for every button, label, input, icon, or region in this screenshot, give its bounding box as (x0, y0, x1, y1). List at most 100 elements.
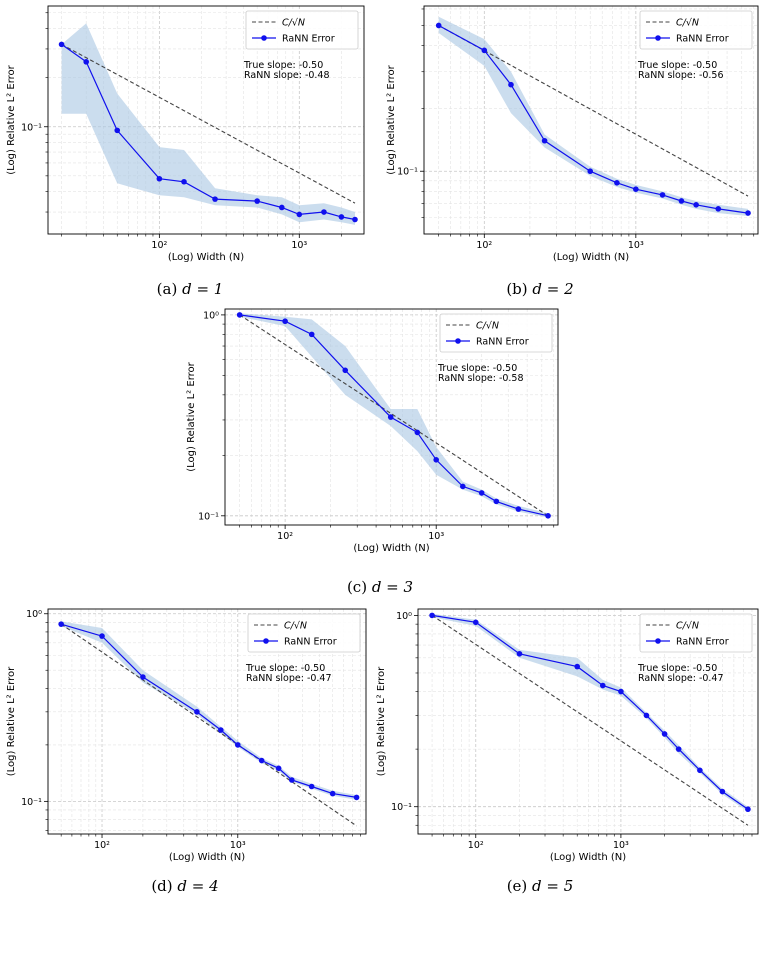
x-axis-label-b: (Log) Width (N) (553, 252, 629, 263)
y-axis-label-c: (Log) Relative L² Error (186, 361, 197, 471)
rann-point-c (387, 414, 394, 420)
rann-point-a (352, 216, 358, 223)
legend-label-rann-b: RaNN Error (676, 34, 729, 45)
rann-point-b (715, 206, 722, 212)
rann-point-b (614, 180, 620, 186)
slope-annotation-a: RaNN slope: -0.48 (244, 70, 330, 81)
error-band-a (61, 23, 355, 225)
rann-point-a (58, 41, 65, 48)
x-axis-label-e: (Log) Width (N) (550, 852, 626, 863)
cropped-text-line (0, 938, 760, 954)
caption-d-prefix: (d) (151, 877, 178, 895)
rann-point-e (661, 731, 668, 737)
caption-e-math: d = 5 (532, 877, 574, 895)
rann-point-c (342, 367, 349, 374)
rann-point-d (218, 727, 224, 733)
rann-point-e (719, 788, 726, 795)
caption-c-math: d = 3 (371, 578, 414, 596)
x-tick-label-c: 10³ (428, 531, 444, 542)
x-tick-label-b: 10³ (628, 240, 644, 251)
slope-annotation-d: True slope: -0.50 (245, 663, 325, 674)
y-tick-label-e: 10⁻¹ (391, 802, 412, 813)
legend-box-a (245, 10, 359, 50)
rann-point-e (697, 767, 703, 774)
reference-line-e (431, 614, 749, 826)
y-tick-label-c: 10⁻¹ (198, 511, 219, 522)
grid-c (225, 309, 558, 525)
legend-label-ref-e: C/√N (676, 621, 699, 632)
error-band-b (438, 16, 748, 216)
legend-rann-marker-c (455, 338, 461, 344)
rann-point-a (83, 59, 90, 65)
rann-point-d (275, 765, 282, 772)
caption-b: (b) d = 2 (480, 280, 600, 298)
rann-point-a (212, 196, 218, 202)
chart-d: 10² 10³ 10⁰ 10⁻¹ (Log) Width (N) (Log) Relati… (6, 608, 367, 863)
rann-point-c (515, 506, 522, 512)
caption-b-prefix: (b) (506, 280, 533, 298)
x-axis-label-c: (Log) Width (N) (353, 543, 429, 554)
slope-annotation-c: RaNN slope: -0.58 (438, 373, 524, 384)
x-axis-label-d: (Log) Width (N) (169, 852, 245, 863)
rann-point-c (433, 457, 440, 463)
rann-line-e (432, 614, 749, 810)
y-axis-label-a: (Log) Relative L² Error (6, 64, 17, 174)
caption-d-math: d = 4 (177, 877, 219, 895)
chart-panel-c: 10² 10³ 10⁰ 10⁻¹ (Log) Width (N) (Log) Relati… (180, 303, 560, 571)
chart-e: 10² 10³ 10⁰ 10⁻¹ (Log) Width (N) (Log) Relati… (376, 608, 759, 863)
rann-point-e (574, 663, 581, 670)
chart-panel-d: 10² 10³ 10⁰ 10⁻¹ (Log) Width (N) (Log) Relati… (0, 600, 370, 863)
y-tick-label-d: 10⁻¹ (21, 797, 42, 808)
x-tick-label-d: 10² (94, 840, 110, 851)
x-tick-label-b: 10² (476, 240, 492, 251)
rann-line-a (61, 43, 356, 221)
rann-point-b (745, 210, 751, 216)
rann-point-b (587, 168, 594, 175)
reference-line-a (61, 43, 356, 204)
plot-frame-b (423, 5, 759, 235)
rann-point-e (745, 806, 751, 813)
rann-point-d (289, 777, 295, 783)
rann-point-d (99, 633, 105, 639)
rann-point-e (472, 619, 479, 626)
rann-point-a (181, 178, 187, 185)
x-tick-label-c: 10² (277, 531, 293, 542)
slope-annotation-c: True slope: -0.50 (437, 363, 517, 374)
rann-point-e (643, 712, 650, 719)
caption-e: (e) d = 5 (480, 877, 600, 895)
legend-box-e (639, 613, 753, 653)
y-tick-label-b: 10⁻¹ (397, 167, 418, 178)
legend-label-rann-d: RaNN Error (284, 637, 337, 648)
rann-point-a (156, 175, 163, 182)
slope-annotation-b: RaNN slope: -0.56 (638, 70, 724, 81)
caption-a-math: d = 1 (182, 280, 224, 298)
plot-frame-d (47, 608, 367, 835)
slope-annotation-b: True slope: -0.50 (637, 60, 717, 71)
chart-panel-b: 10² 10³ 10⁻¹ (Log) Width (N) (Log) Relative … (380, 0, 760, 263)
rann-point-a (114, 127, 121, 134)
plot-frame-e (417, 608, 759, 835)
grid-e (418, 609, 758, 834)
legend-label-ref-b: C/√N (676, 18, 699, 29)
chart-c: 10² 10³ 10⁰ 10⁻¹ (Log) Width (N) (Log) Relati… (186, 308, 559, 554)
rann-point-b (541, 137, 548, 144)
rann-point-b (633, 186, 639, 193)
caption-e-prefix: (e) (506, 877, 533, 895)
x-tick-label-e: 10² (468, 840, 484, 851)
legend-rann-marker-e (655, 638, 661, 644)
rann-point-b (508, 81, 514, 88)
rann-point-a (296, 211, 303, 218)
error-band-d (61, 621, 357, 800)
x-axis-label-a: (Log) Width (N) (168, 252, 244, 263)
plot-frame-c (224, 308, 559, 526)
slope-annotation-d: RaNN slope: -0.47 (246, 673, 332, 684)
legend-label-rann-a: RaNN Error (282, 34, 335, 45)
y-axis-label-e: (Log) Relative L² Error (376, 666, 387, 776)
rann-line-b (438, 24, 749, 214)
legend-box-d (247, 613, 361, 653)
rann-point-d (58, 621, 64, 627)
rann-point-c (478, 490, 485, 496)
rann-point-c (414, 429, 421, 436)
legend-rann-marker-d (263, 638, 269, 644)
chart-panel-e: 10² 10³ 10⁰ 10⁻¹ (Log) Width (N) (Log) Relati… (370, 600, 760, 863)
